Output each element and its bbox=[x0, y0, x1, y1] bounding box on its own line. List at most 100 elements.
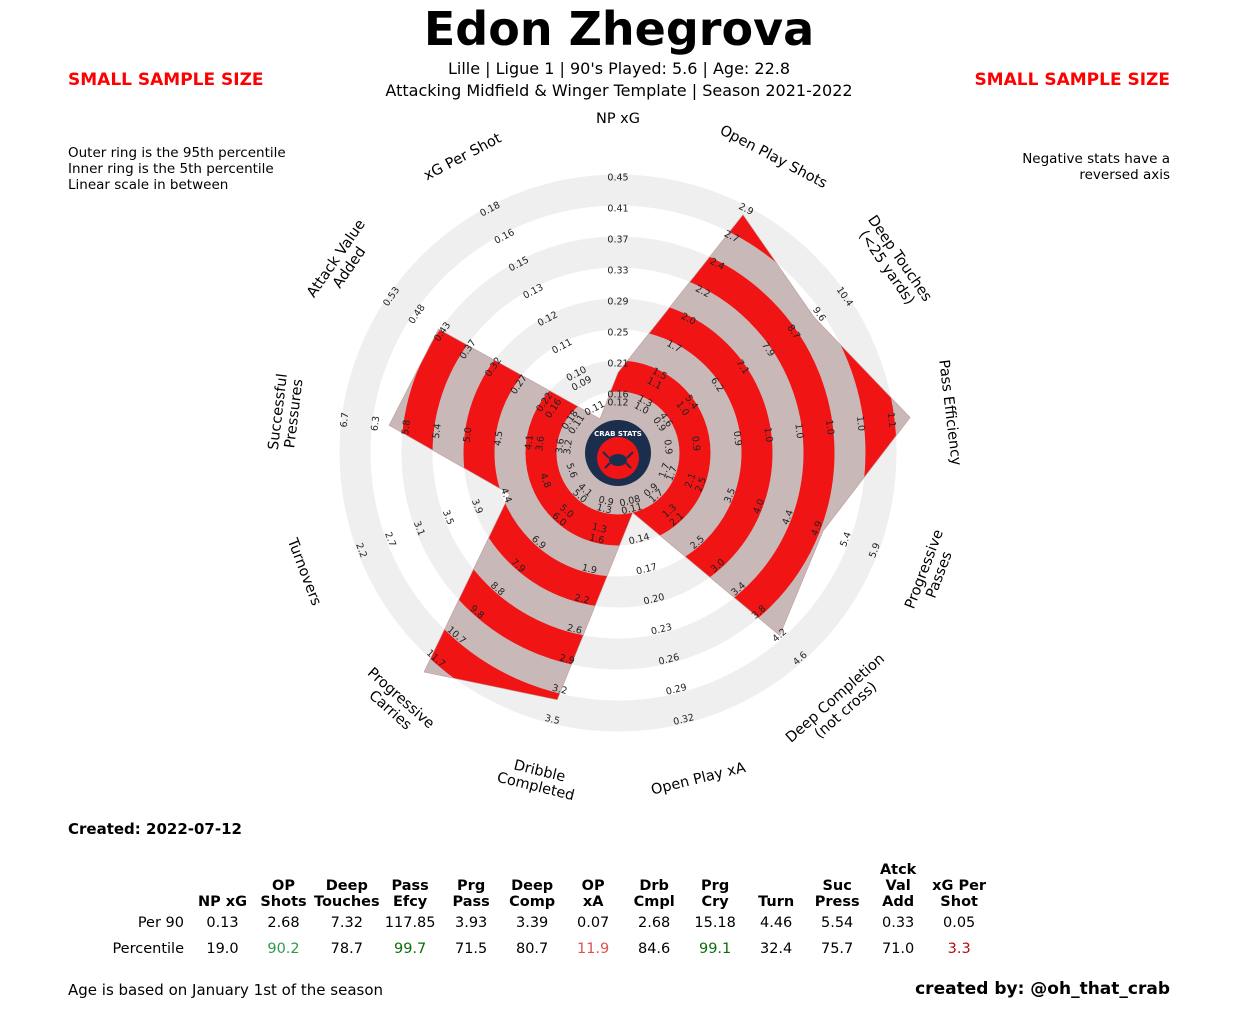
tick-labels: 0.160.210.250.290.330.370.410.451.31.51.… bbox=[339, 173, 898, 728]
tick-label: 0.25 bbox=[607, 328, 628, 339]
per90-value: 0.13 bbox=[206, 915, 239, 931]
table-column-header: Prg Cry bbox=[685, 862, 746, 910]
tick-label: 4.5 bbox=[493, 430, 506, 446]
tick-label: 1.0 bbox=[762, 427, 775, 443]
tick-label: 0.37 bbox=[607, 235, 628, 246]
scale-note: Outer ring is the 95th percentile Inner … bbox=[68, 145, 286, 193]
per90-value: 2.68 bbox=[637, 915, 671, 931]
tick-label: 1.7 bbox=[664, 465, 680, 483]
axis-label-line: xG Per Shot bbox=[421, 130, 504, 184]
inner-tick-label: 0.9 bbox=[597, 494, 614, 508]
table-column-header: Prg Pass bbox=[441, 862, 502, 910]
axis-label-line: Turnovers bbox=[283, 535, 323, 608]
tick-label: 3.5 bbox=[544, 713, 561, 727]
table-column-header: NP xG bbox=[192, 862, 253, 910]
tick-label: 1.9 bbox=[581, 562, 598, 576]
tick-label: 4.9 bbox=[809, 519, 825, 537]
header-line: Suc bbox=[822, 878, 852, 894]
tick-label: 3.2 bbox=[551, 683, 568, 697]
inner-tick-label: 5.6 bbox=[563, 462, 579, 480]
tick-label: 5.0 bbox=[462, 427, 475, 443]
percentile-value: 90.2 bbox=[267, 941, 300, 957]
header-line: OP bbox=[581, 878, 605, 894]
inner-tick-label: 0.9 bbox=[689, 435, 702, 451]
tick-label: 4.0 bbox=[751, 497, 767, 515]
per90-value: 3.39 bbox=[515, 915, 549, 931]
tick-label: 1.0 bbox=[854, 415, 867, 431]
tick-label: 0.23 bbox=[650, 622, 673, 638]
tick-label: 0.17 bbox=[635, 562, 658, 578]
header-line: xG Per bbox=[932, 878, 987, 894]
per90-value: 4.46 bbox=[759, 915, 793, 931]
tick-label: 2.6 bbox=[566, 623, 583, 637]
percentile-value: 78.7 bbox=[330, 941, 363, 957]
stats-table: NP xG OP Shots Deep Touches Pass Efcy Prg Pass De… bbox=[100, 862, 990, 962]
tick-label: 1.6 bbox=[588, 532, 605, 546]
header-line: Touches bbox=[314, 894, 380, 910]
axis-label: Turnovers bbox=[283, 535, 323, 608]
per90-value: 15.18 bbox=[694, 915, 736, 931]
percentile-value: 3.3 bbox=[947, 941, 971, 957]
tick-label: 3.5 bbox=[440, 508, 456, 526]
header-line: Efcy bbox=[393, 894, 428, 910]
per90-value: 0.33 bbox=[881, 915, 915, 931]
tick-label: 5.4 bbox=[838, 530, 854, 548]
inner-tick-label: 1.3 bbox=[591, 522, 608, 536]
tick-label: 3.6 bbox=[554, 438, 567, 454]
player-polygon-outline bbox=[388, 214, 911, 701]
percentile-value: 71.5 bbox=[454, 941, 488, 957]
axis-label: DribbleCompleted bbox=[495, 754, 579, 804]
tick-label: 0.33 bbox=[607, 266, 628, 277]
tick-label: 0.21 bbox=[607, 359, 628, 370]
header-line: Turn bbox=[758, 894, 795, 910]
tick-label: 0.14 bbox=[628, 532, 651, 548]
tick-label: 0.9 bbox=[731, 430, 744, 446]
header-line: Press bbox=[814, 894, 860, 910]
tick-label: 0.20 bbox=[643, 592, 666, 608]
header-line: Cmpl bbox=[633, 894, 675, 910]
negative-stats-note: Negative stats have a reversed axis bbox=[1022, 151, 1170, 183]
table-column-header: Deep Comp bbox=[502, 862, 563, 910]
axis-label: Pass Efficiency bbox=[935, 359, 964, 467]
tick-label: 0.26 bbox=[657, 652, 680, 668]
per90-value: 7.32 bbox=[330, 915, 363, 931]
axis-label-line: NP xG bbox=[596, 111, 640, 127]
tick-label: 1.3 bbox=[595, 502, 612, 516]
red-band bbox=[389, 214, 897, 700]
tick-label: 4.4 bbox=[498, 487, 514, 505]
percentile-value: 84.6 bbox=[637, 941, 671, 957]
header-line: Prg bbox=[701, 878, 730, 894]
header-line bbox=[746, 878, 807, 894]
inner-tick-label: 1.7 bbox=[657, 462, 673, 480]
small-sample-warning-left: SMALL SAMPLE SIZE bbox=[68, 70, 264, 90]
per90-value: 117.85 bbox=[384, 915, 436, 931]
percentile-value: 80.7 bbox=[515, 941, 549, 957]
inner-tick-label: 3.6 bbox=[534, 435, 547, 451]
per90-value: 0.05 bbox=[942, 915, 976, 931]
axis-label-line: Open Play xA bbox=[650, 760, 748, 799]
tick-label: 2.2 bbox=[573, 592, 590, 606]
logo-text: CRAB STATS bbox=[594, 430, 642, 438]
header-line: Comp bbox=[509, 894, 556, 910]
axis-label: Open Play Shots bbox=[717, 123, 830, 192]
crab-icon bbox=[609, 454, 627, 466]
percentile-value: 32.4 bbox=[759, 941, 793, 957]
inner-tick-label: 0.12 bbox=[607, 398, 628, 409]
header-line: xA bbox=[582, 894, 604, 910]
axis-label: Open Play xA bbox=[650, 760, 748, 799]
axis-label-line: Open Play Shots bbox=[717, 123, 830, 192]
axis-label: Deep Completion(not cross) bbox=[783, 651, 898, 758]
axis-label: Attack ValueAdded bbox=[304, 217, 382, 310]
table-column-header: Drb Cmpl bbox=[624, 862, 685, 910]
tick-label: 4.1 bbox=[523, 434, 536, 450]
percentile-value: 99.1 bbox=[698, 941, 732, 957]
header-line: Pass bbox=[391, 878, 429, 894]
created-date: Created: 2022-07-12 bbox=[68, 820, 242, 838]
header-line: Deep bbox=[325, 878, 368, 894]
tick-label: 0.32 bbox=[672, 712, 695, 728]
tick-label: 6.3 bbox=[369, 415, 382, 431]
tick-label: 2.9 bbox=[558, 653, 575, 667]
table-column-header: Suc Press bbox=[807, 862, 868, 910]
tick-label: 2.7 bbox=[382, 530, 398, 548]
